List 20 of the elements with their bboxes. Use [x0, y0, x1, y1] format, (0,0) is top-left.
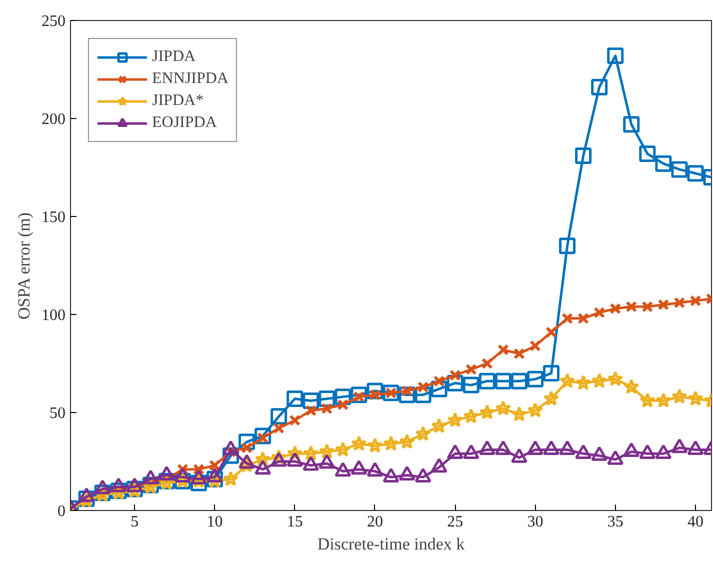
- x-axis-title: Discrete-time index k: [317, 534, 466, 554]
- y-tick-label: 50: [50, 405, 66, 422]
- x-tick-label: 35: [607, 514, 624, 530]
- x-tick-label: 20: [366, 514, 383, 530]
- y-tick-label: 200: [42, 111, 66, 128]
- x-tick-label: 30: [527, 514, 544, 530]
- x-tick-label: 40: [687, 514, 704, 530]
- x-tick-label: 10: [206, 514, 223, 530]
- x-tick-label: 25: [447, 514, 464, 530]
- legend-label: EOJIPDA: [152, 114, 217, 132]
- legend-label: ENNJIPDA: [152, 70, 228, 88]
- y-tick-label: 0: [58, 503, 66, 520]
- legend-label: JIPDA: [152, 48, 196, 66]
- legend-label: JIPDA*: [152, 92, 204, 110]
- y-tick-label: 150: [42, 209, 66, 226]
- y-tick-label: 100: [42, 307, 66, 324]
- x-tick-label: 5: [130, 514, 139, 530]
- y-tick-label: 250: [42, 13, 66, 30]
- y-axis-title: OSPA error (m): [14, 212, 34, 320]
- x-tick-label: 15: [286, 514, 303, 530]
